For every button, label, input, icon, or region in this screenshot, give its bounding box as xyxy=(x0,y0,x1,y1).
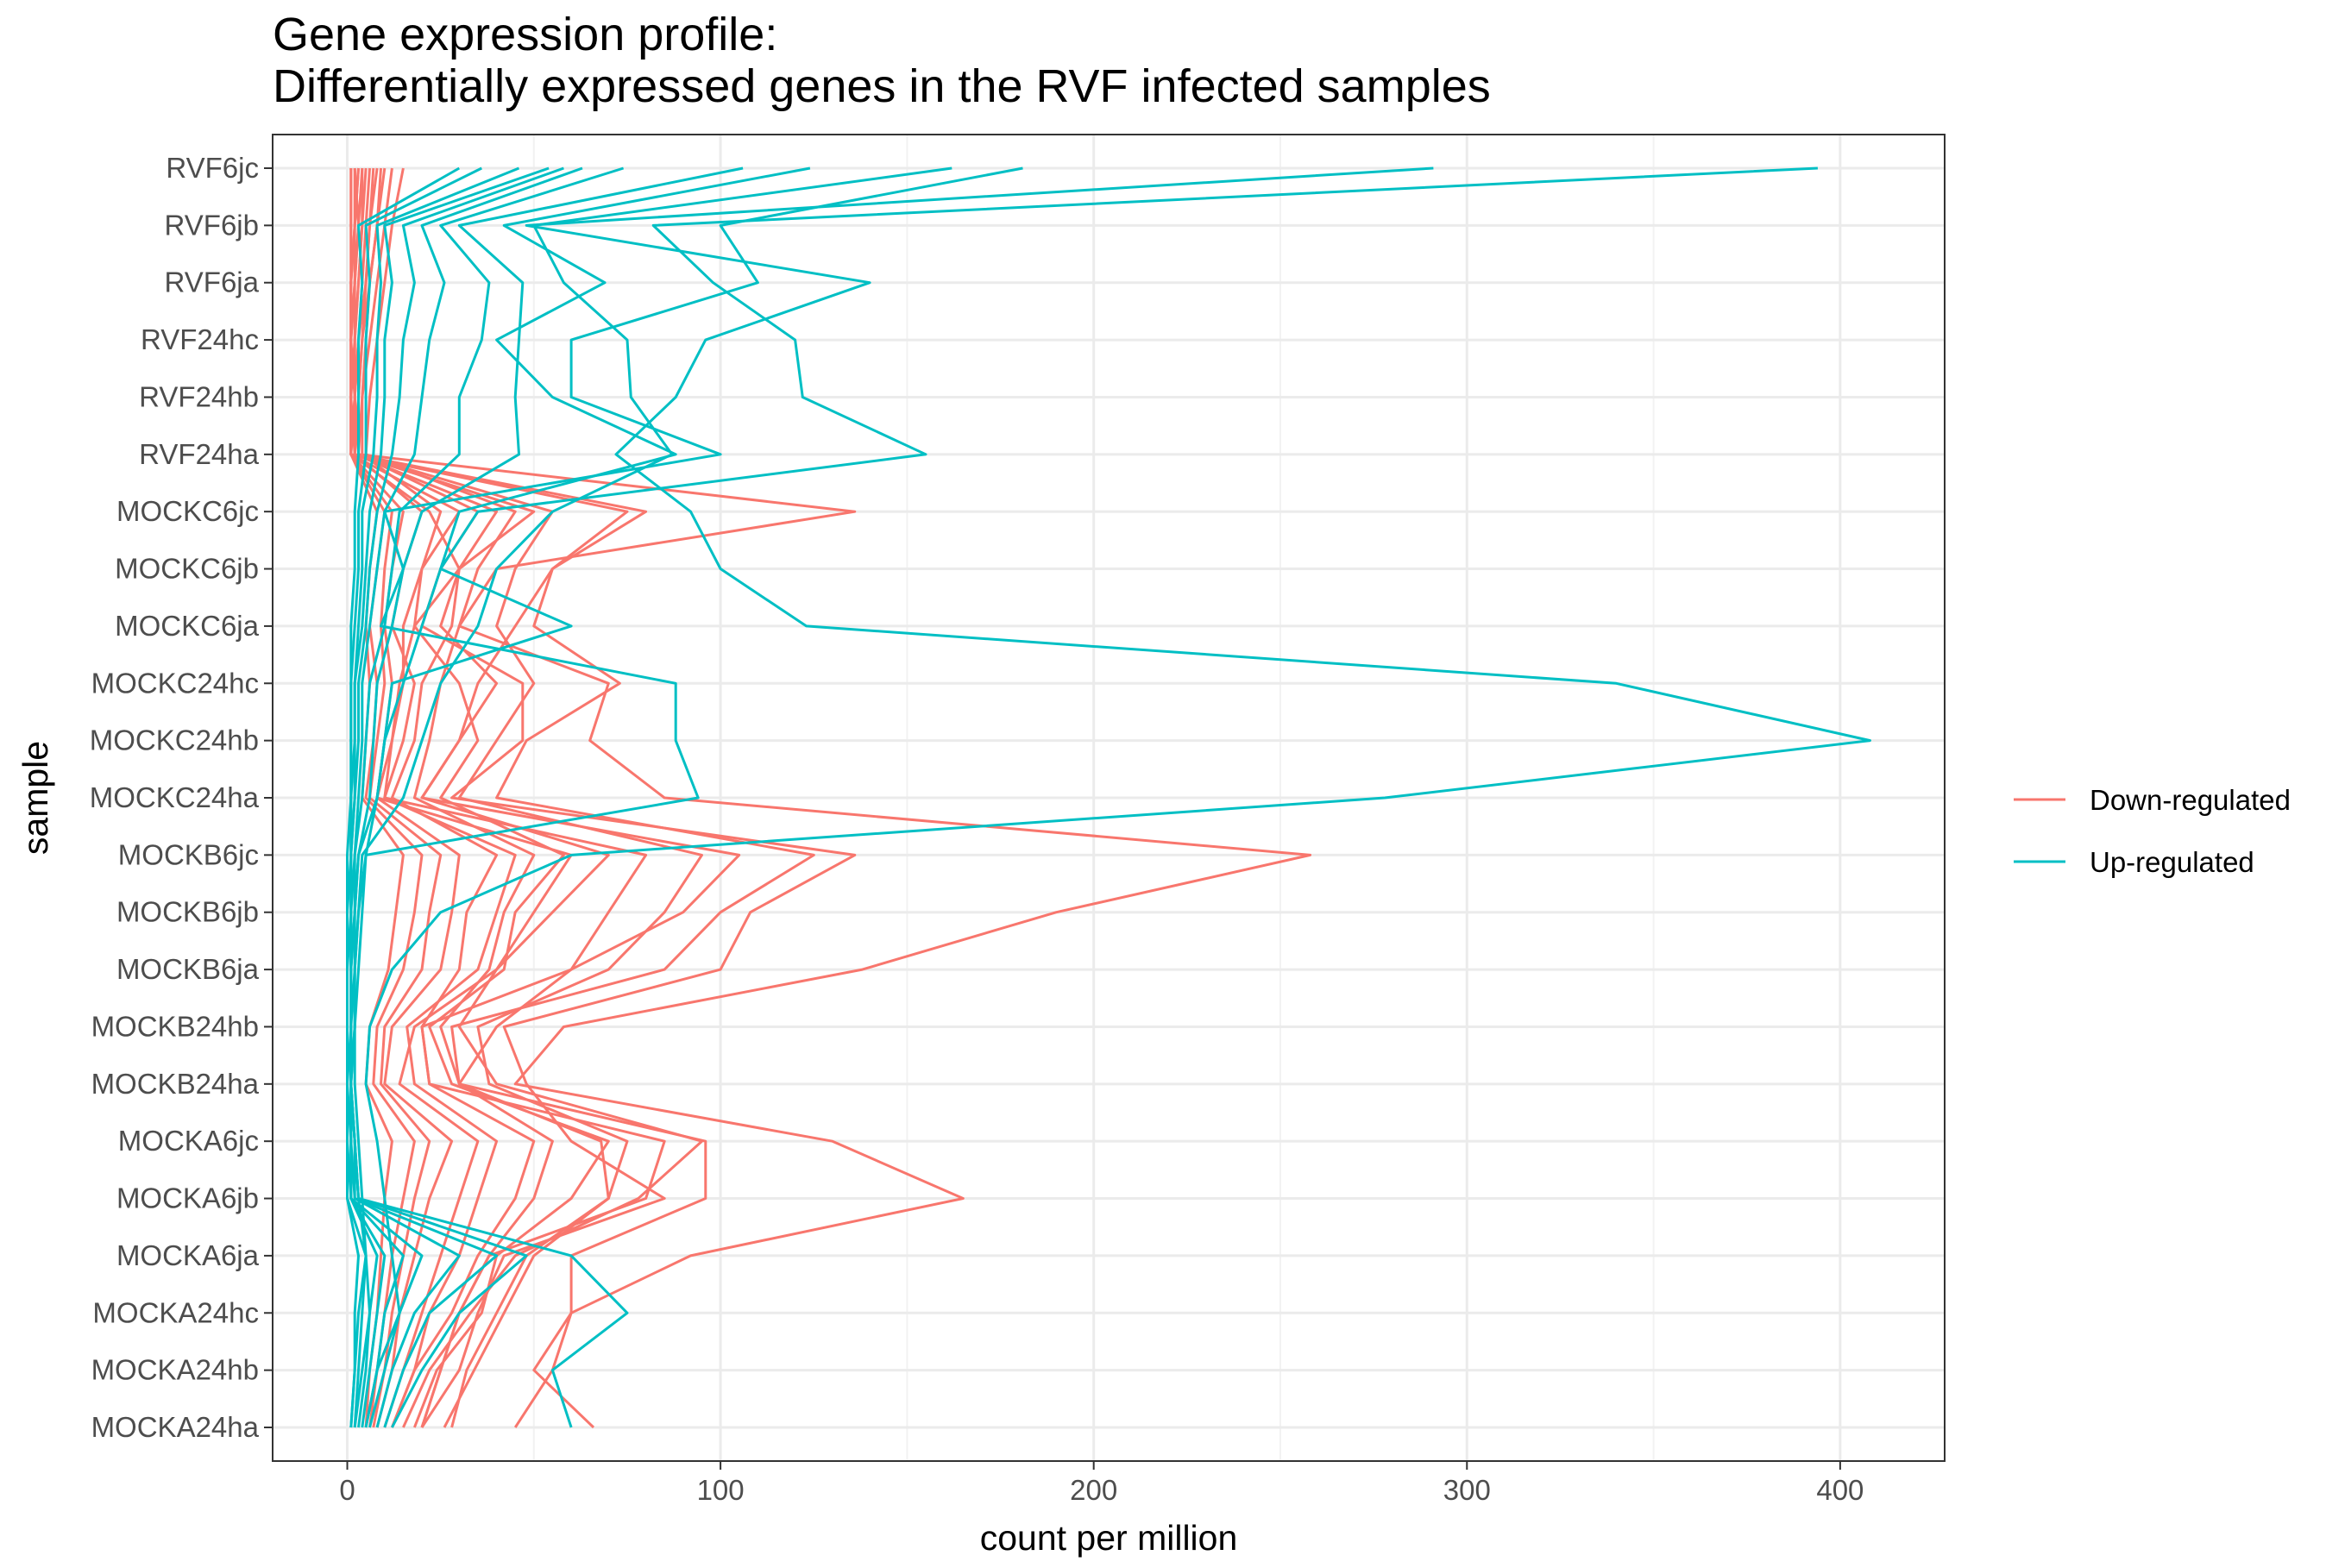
y-tick-label: MOCKB24hb xyxy=(91,1010,259,1042)
y-tick-label: MOCKA24ha xyxy=(91,1411,260,1443)
y-tick-label: RVF6jc xyxy=(166,152,259,184)
y-tick-label: MOCKA24hc xyxy=(92,1296,259,1328)
legend-label-down-regulated: Down-regulated xyxy=(2090,784,2291,816)
y-axis: RVF6jc RVF6jb RVF6ja RVF24hc RVF24hb RVF24ha M… xyxy=(90,152,273,1443)
down-regulated-gene-line xyxy=(357,167,703,1428)
y-tick-label: MOCKC24ha xyxy=(90,781,260,813)
y-tick-label: MOCKC24hc xyxy=(91,667,259,699)
legend-label-up-regulated: Up-regulated xyxy=(2090,846,2254,878)
y-tick-label: MOCKA6ja xyxy=(116,1239,260,1271)
x-tick-label: 400 xyxy=(1816,1474,1864,1506)
y-tick-label: RVF24ha xyxy=(139,438,259,470)
y-tick-label: MOCKB6jb xyxy=(116,896,259,928)
up-regulated-gene-line xyxy=(346,166,550,1428)
series-layer xyxy=(346,166,1871,1429)
y-tick-label: MOCKC6jb xyxy=(115,553,259,585)
y-tick-label: MOCKC24hb xyxy=(90,724,259,756)
y-tick-label: RVF6ja xyxy=(165,267,260,298)
y-tick-label: RVF24hb xyxy=(139,380,259,412)
y-tick-label: MOCKA6jc xyxy=(118,1125,259,1157)
up-regulated-gene-line xyxy=(349,166,952,1428)
chart-title-line-2: Differentially expressed genes in the RV… xyxy=(273,60,1491,112)
x-axis: 0 100 200 300 400 xyxy=(339,1461,1864,1506)
x-tick-label: 200 xyxy=(1070,1474,1117,1506)
x-tick-label: 100 xyxy=(697,1474,745,1506)
x-tick-label: 0 xyxy=(339,1474,355,1506)
y-tick-label: MOCKC6ja xyxy=(115,610,260,642)
grid-layer xyxy=(273,135,1945,1461)
y-tick-label: MOCKB24ha xyxy=(91,1068,260,1100)
y-tick-label: RVF24hc xyxy=(141,323,259,355)
y-tick-label: RVF6jb xyxy=(165,209,259,241)
chart-title-line-1: Gene expression profile: xyxy=(273,9,777,60)
x-axis-title: count per million xyxy=(980,1518,1238,1558)
up-regulated-gene-line xyxy=(346,166,461,1428)
y-tick-label: MOCKA24hb xyxy=(91,1354,259,1386)
y-tick-label: MOCKB6ja xyxy=(116,953,260,985)
up-regulated-gene-line xyxy=(349,166,744,1428)
y-tick-label: MOCKB6jc xyxy=(118,838,259,870)
up-regulated-gene-line xyxy=(349,166,811,1428)
y-tick-label: MOCKA6jb xyxy=(116,1182,259,1214)
up-regulated-gene-line xyxy=(349,166,583,1428)
y-tick-label: MOCKC6jc xyxy=(116,495,259,527)
legend: Down-regulated Up-regulated xyxy=(2014,784,2291,878)
up-regulated-gene-line xyxy=(349,166,625,1428)
down-regulated-gene-line xyxy=(364,167,554,1428)
y-axis-title: sample xyxy=(16,741,55,855)
x-tick-label: 300 xyxy=(1443,1474,1491,1506)
